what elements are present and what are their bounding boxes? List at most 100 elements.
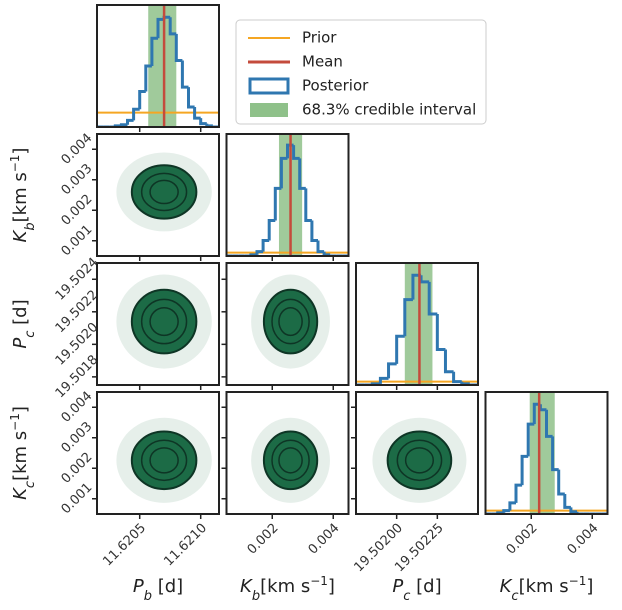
panel (251, 274, 330, 369)
panel (226, 134, 349, 256)
histogram-bin (575, 511, 584, 514)
panel (485, 392, 608, 514)
axis-label-text: Kb[km s−1] (8, 148, 38, 243)
histogram-bin (174, 33, 183, 62)
density-contour (149, 447, 179, 474)
density-contour (271, 439, 310, 482)
label-part: c (403, 589, 410, 604)
axis-label: Kb[km s−1] (8, 148, 38, 243)
y-tick-label: 0.003 (59, 419, 96, 456)
label-part: [km s (10, 172, 31, 222)
x-tick-label: 0.004 (306, 521, 343, 558)
histogram-bin (545, 409, 553, 438)
label-part: K (240, 576, 253, 597)
y-tick-label: 0.001 (59, 222, 96, 259)
histogram-bin (419, 275, 430, 284)
label-part: K (500, 576, 513, 597)
histogram-bin (119, 123, 128, 127)
legend-swatch (250, 103, 288, 117)
label-part: c (511, 589, 518, 604)
histogram-bin (403, 298, 413, 337)
label-part: [d] (152, 576, 183, 597)
y-tick-label: 0.002 (59, 192, 96, 229)
label-part: [d] (10, 299, 31, 330)
y-tick-label: 0.004 (59, 131, 96, 168)
panel-frame (225, 262, 350, 386)
label-part: K (10, 229, 31, 242)
histogram-bin (292, 145, 300, 160)
panel-frame (96, 4, 220, 128)
histogram-bin (460, 381, 470, 385)
density-contour (149, 306, 179, 337)
histogram-bin (261, 238, 270, 252)
label-part: −1 (310, 574, 328, 588)
histogram-bin (168, 17, 177, 36)
histogram-bin (132, 107, 140, 121)
histogram-bin (138, 90, 146, 110)
histogram-bin (508, 501, 516, 511)
panel (116, 152, 212, 232)
histogram-bin (150, 36, 158, 66)
y-tick-label: 0.001 (59, 480, 96, 517)
density-contour (271, 298, 310, 345)
x-tick-label: 0.002 (504, 521, 541, 558)
histogram-bin (126, 118, 134, 125)
axis-label: Kc[km s−1] (500, 574, 594, 604)
histogram-bin (298, 158, 306, 190)
label-part: −1 (569, 574, 587, 588)
legend-label: Prior (302, 29, 337, 47)
label-part: b (23, 222, 38, 230)
label-part: c (23, 481, 38, 488)
legend: Prior Mean Posterior 68.3% credible interva… (235, 19, 487, 125)
panel (97, 5, 219, 127)
panel (356, 263, 478, 385)
histogram-bin (304, 188, 312, 223)
label-part: P (133, 576, 144, 597)
axis-label-text: Kc[km s−1] (8, 406, 38, 500)
density-contour (404, 447, 435, 474)
label-part: −1 (8, 155, 22, 173)
histogram-bin (563, 494, 571, 509)
legend-label: Mean (302, 53, 343, 71)
axis-label-text: Kc[km s−1] (500, 574, 594, 604)
x-tick-label: 0.002 (245, 521, 282, 558)
histogram-bin (452, 371, 462, 384)
label-part: P (392, 576, 403, 597)
histogram-bin (526, 422, 535, 457)
label-part: b (144, 589, 152, 604)
axis-label-text: Pc [d] (392, 576, 441, 604)
label-part: −1 (8, 413, 22, 431)
histogram-bin (279, 156, 288, 189)
axis-label-text: Kb[km s−1] (240, 574, 335, 604)
panel-frame (225, 391, 350, 515)
histogram-bin (387, 362, 397, 379)
panel-frame (96, 391, 220, 515)
histogram-bin (435, 314, 446, 352)
panel-frame (225, 133, 350, 257)
label-part: P (10, 338, 31, 349)
label-part: c (23, 331, 38, 338)
label-part: ] (10, 148, 31, 155)
panel (251, 417, 330, 503)
density-contour (278, 447, 303, 474)
legend-box (235, 19, 487, 125)
legend-label: 68.3% credible interval (302, 101, 476, 119)
histogram-bin (378, 376, 389, 384)
histogram-bin (551, 436, 559, 472)
label-part: [km s (10, 431, 31, 481)
label-part: [km s (260, 576, 310, 597)
histogram-bin (316, 240, 325, 254)
density-contour (149, 179, 179, 205)
histogram-bin (144, 64, 152, 92)
panel-frame (355, 262, 479, 386)
histogram-bin (443, 349, 454, 374)
panel (116, 274, 212, 369)
axis-label-text: Pc [d] (10, 299, 38, 348)
histogram-bin (180, 60, 189, 89)
y-tick-label: 0.002 (59, 450, 96, 487)
density-contour (140, 439, 188, 482)
histogram-bin (193, 107, 201, 120)
density-contour (140, 298, 188, 345)
histogram-bin (205, 123, 213, 127)
